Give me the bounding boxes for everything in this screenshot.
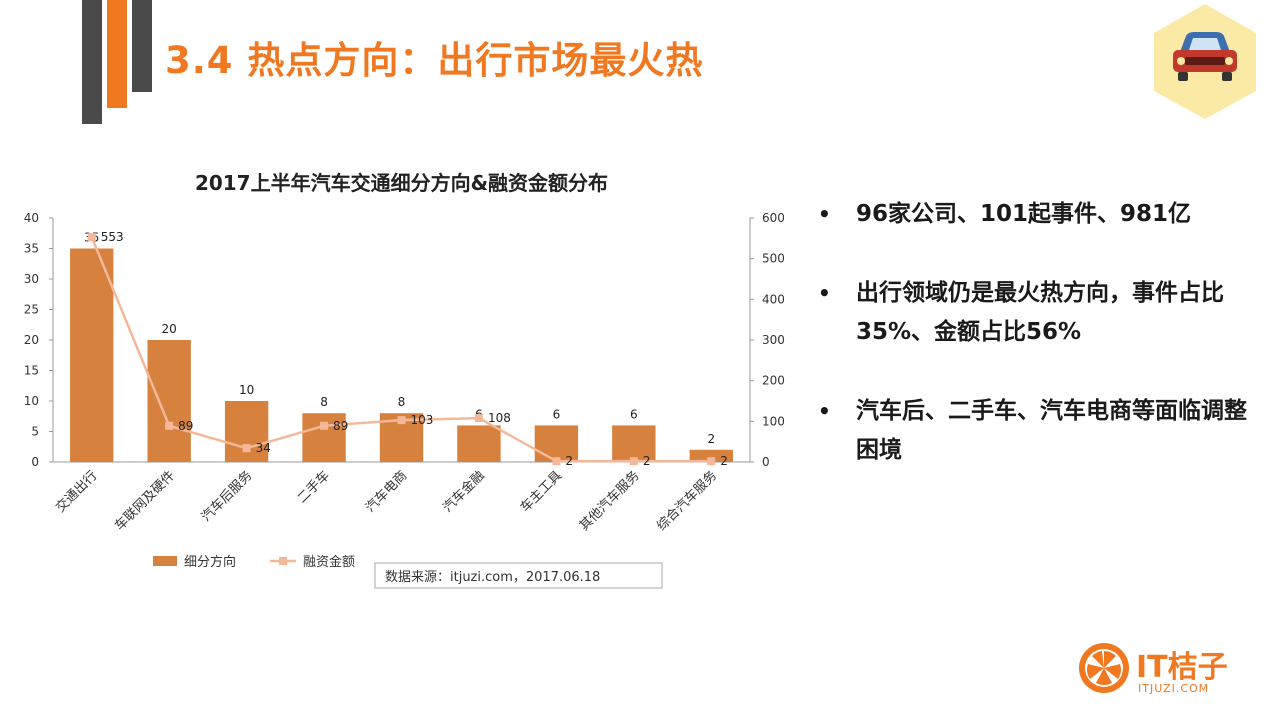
y-tick-label-right: 400	[762, 292, 785, 306]
bullet-marker: •	[818, 202, 831, 226]
x-tick-label: 车主工具	[517, 468, 565, 516]
bar	[147, 340, 191, 462]
line-point	[474, 414, 483, 423]
y-tick-label-left: 10	[24, 394, 39, 408]
bar-data-label: 6	[630, 407, 638, 421]
line-point	[629, 457, 638, 466]
bar-data-label: 10	[239, 383, 254, 397]
line-point	[397, 416, 406, 425]
line-data-label: 108	[488, 411, 511, 425]
bar-data-label: 20	[162, 322, 177, 336]
bullet-text: 汽车后、二手车、汽车电商等面临调整困境	[856, 398, 1247, 463]
legend-bar-swatch	[153, 556, 177, 566]
x-tick-label: 汽车电商	[362, 468, 410, 516]
x-tick-label: 综合汽车服务	[654, 468, 720, 534]
bullet-list: • 96家公司、101起事件、981亿 • 出行领域仍是最火热方向，事件占比35…	[818, 195, 1268, 510]
legend-bar-label: 细分方向	[184, 554, 236, 570]
y-tick-label-right: 600	[762, 211, 785, 225]
y-tick-label-left: 15	[24, 364, 39, 378]
bullet-item: • 汽车后、二手车、汽车电商等面临调整困境	[818, 392, 1268, 470]
x-tick-label: 其他汽车服务	[576, 468, 642, 534]
bar	[612, 425, 656, 462]
y-tick-label-left: 30	[24, 272, 39, 286]
y-tick-label-left: 20	[24, 333, 39, 347]
chart-title: 2017上半年汽车交通细分方向&融资金额分布	[195, 171, 608, 195]
bullet-item: • 出行领域仍是最火热方向，事件占比35%、金额占比56%	[818, 274, 1268, 352]
bullet-text: 96家公司、101起事件、981亿	[856, 201, 1192, 227]
header-stripe-orange	[107, 0, 127, 108]
line-data-label: 553	[101, 230, 124, 244]
bullet-text: 出行领域仍是最火热方向，事件占比35%、金额占比56%	[856, 280, 1224, 345]
source-box	[374, 562, 663, 589]
line-data-label: 103	[411, 413, 434, 427]
y-tick-label-left: 40	[24, 211, 39, 225]
line-data-label: 89	[333, 419, 348, 433]
line-point	[552, 457, 561, 466]
bullet-marker: •	[818, 399, 831, 423]
bar	[302, 413, 346, 462]
y-tick-label-left: 35	[24, 242, 39, 256]
line-point	[242, 444, 251, 453]
car-icon	[1173, 32, 1237, 81]
x-tick-label: 汽车后服务	[198, 468, 255, 525]
line-data-label: 2	[565, 454, 573, 468]
bar-data-label: 6	[553, 407, 561, 421]
line-point	[320, 421, 329, 430]
y-tick-label-right: 0	[762, 455, 770, 469]
bar-data-label: 8	[320, 395, 328, 409]
page-title: 3.4 热点方向：出行市场最火热	[165, 39, 704, 82]
line-data-label: 2	[720, 454, 728, 468]
y-tick-label-left: 0	[31, 455, 39, 469]
line-data-label: 34	[256, 441, 271, 455]
line-point	[87, 233, 96, 242]
bar-data-label: 2	[707, 432, 715, 446]
y-tick-label-right: 500	[762, 252, 785, 266]
header-stripe-dark-2	[132, 0, 152, 92]
legend-line-label: 融资金额	[303, 554, 355, 570]
line-point	[707, 457, 716, 466]
y-tick-label-right: 200	[762, 374, 785, 388]
bullet-item: • 96家公司、101起事件、981亿	[818, 195, 1268, 234]
x-tick-label: 交通出行	[52, 468, 100, 516]
bar	[457, 425, 501, 462]
bar	[70, 248, 114, 462]
line-data-label: 2	[643, 454, 651, 468]
x-tick-label: 汽车金融	[440, 468, 488, 516]
bar	[689, 449, 733, 462]
badge-hexagon	[1154, 4, 1256, 119]
logo-subtext: ITJUZI.COM	[1138, 682, 1210, 695]
source-note: 数据来源：itjuzi.com，2017.06.18	[385, 570, 600, 585]
y-tick-label-left: 25	[24, 303, 39, 317]
bullet-marker: •	[818, 281, 831, 305]
combo-chart: 2017上半年汽车交通细分方向&融资金额分布051015202530354001…	[24, 171, 785, 589]
line-point	[165, 421, 174, 430]
y-tick-label-right: 100	[762, 414, 785, 428]
legend-line-marker	[279, 557, 287, 565]
x-tick-label: 车联网及硬件	[112, 468, 178, 534]
y-tick-label-right: 300	[762, 333, 785, 347]
line-data-label: 89	[178, 419, 193, 433]
y-tick-label-left: 5	[31, 425, 39, 439]
logo-text: IT桔子	[1136, 650, 1228, 685]
orange-slice-icon	[1079, 643, 1129, 693]
bar	[534, 425, 579, 462]
bar-data-label: 8	[398, 395, 406, 409]
header-stripe-dark	[82, 0, 102, 124]
itjuzi-logo: IT桔子 ITJUZI.COM	[1078, 640, 1268, 700]
x-tick-label: 二手车	[294, 468, 333, 507]
